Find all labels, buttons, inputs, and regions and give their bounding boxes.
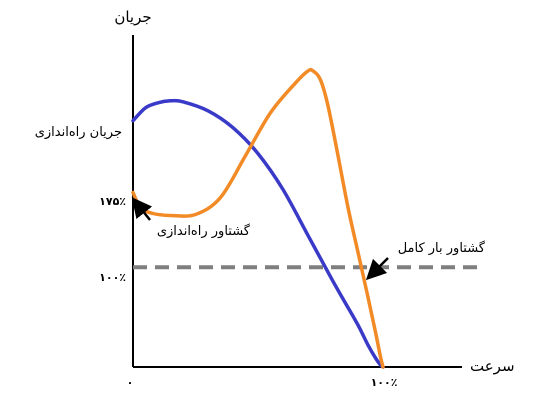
x-tick-100: ۱۰۰٪	[371, 376, 398, 389]
y-axis-label: جریان	[114, 8, 151, 26]
current-curve	[131, 98, 385, 369]
torque-curve	[131, 67, 385, 369]
full-load-torque-label: گشتاور بار کامل	[398, 240, 486, 256]
y-tick-100: ۱۰۰٪	[99, 271, 126, 284]
starting-torque-label: گشتاور راه‌اندازی	[157, 223, 251, 239]
full-load-torque-arrow	[365, 257, 389, 281]
x-axis-label: سرعت	[470, 357, 515, 375]
starting-torque-arrow	[131, 197, 153, 221]
x-tick-0: ۰	[127, 376, 134, 389]
starting-current-label: جریان راه‌اندازی	[35, 125, 122, 140]
y-tick-175: ۱۷۵٪	[99, 195, 126, 208]
